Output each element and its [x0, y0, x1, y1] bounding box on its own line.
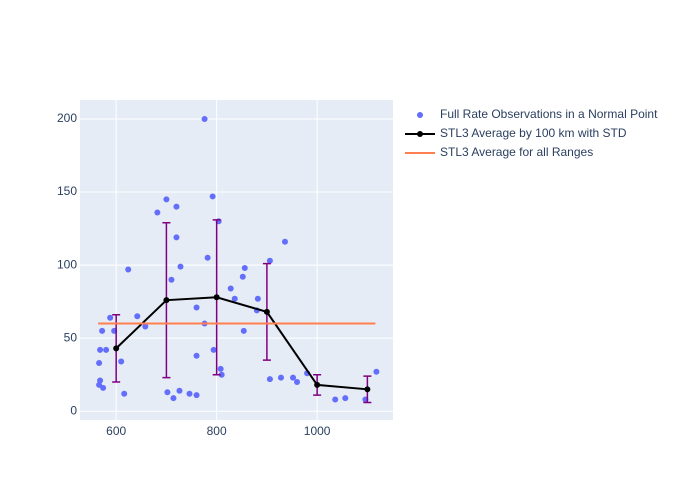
- data-point: [332, 396, 339, 403]
- line-marker: [163, 297, 170, 304]
- data-point: [173, 203, 180, 210]
- data-point: [209, 193, 216, 200]
- legend-label: STL3 Average by 100 km with STD: [440, 126, 627, 140]
- line-marker: [263, 308, 270, 315]
- data-point: [103, 346, 110, 353]
- y-tick-label: 0: [70, 403, 77, 417]
- line-marker: [314, 381, 321, 388]
- data-point: [240, 327, 247, 334]
- data-point: [201, 115, 208, 122]
- plot-area: [80, 100, 393, 420]
- data-point: [218, 371, 225, 378]
- x-tick-label: 600: [106, 424, 126, 438]
- line-marker: [113, 345, 120, 352]
- data-point: [99, 327, 106, 334]
- data-point: [170, 395, 177, 402]
- data-point: [266, 376, 273, 383]
- data-point: [100, 384, 107, 391]
- data-point: [193, 392, 200, 399]
- data-point: [266, 257, 273, 264]
- line-marker: [364, 386, 371, 393]
- data-point: [277, 374, 284, 381]
- legend-label: STL3 Average for all Ranges: [440, 145, 593, 159]
- data-point: [97, 346, 104, 353]
- data-point: [204, 254, 211, 261]
- y-tick-label: 200: [57, 111, 77, 125]
- data-point: [154, 209, 161, 216]
- data-point: [163, 196, 170, 203]
- data-point: [186, 390, 193, 397]
- data-point: [342, 395, 349, 402]
- data-point: [173, 234, 180, 241]
- x-tick-label: 1000: [304, 424, 331, 438]
- data-point: [177, 263, 184, 270]
- data-point: [168, 276, 175, 283]
- data-point: [294, 379, 301, 386]
- data-point: [96, 360, 103, 367]
- line-marker: [213, 294, 220, 301]
- data-point: [164, 389, 171, 396]
- line: [115, 296, 368, 391]
- legend-symbol: [417, 112, 423, 118]
- data-point: [227, 285, 234, 292]
- data-point: [142, 323, 149, 330]
- data-point: [121, 390, 128, 397]
- data-point: [193, 304, 200, 311]
- y-tick-label: 150: [57, 184, 77, 198]
- data-point: [241, 265, 248, 272]
- data-point: [239, 273, 246, 280]
- data-point: [217, 365, 224, 372]
- data-point: [290, 374, 297, 381]
- legend-label: Full Rate Observations in a Normal Point: [440, 107, 658, 121]
- data-point: [254, 295, 261, 302]
- data-point: [210, 346, 217, 353]
- data-point: [281, 238, 288, 245]
- data-point: [125, 266, 132, 273]
- data-point: [134, 313, 141, 320]
- y-tick-label: 100: [57, 257, 77, 271]
- data-point: [107, 314, 114, 321]
- x-tick-label: 800: [207, 424, 227, 438]
- y-tick-label: 50: [64, 330, 78, 344]
- data-point: [176, 387, 183, 394]
- data-point: [118, 358, 125, 365]
- data-point: [231, 295, 238, 302]
- data-point: [373, 368, 380, 375]
- legend-symbol: [417, 131, 423, 137]
- data-point: [193, 352, 200, 359]
